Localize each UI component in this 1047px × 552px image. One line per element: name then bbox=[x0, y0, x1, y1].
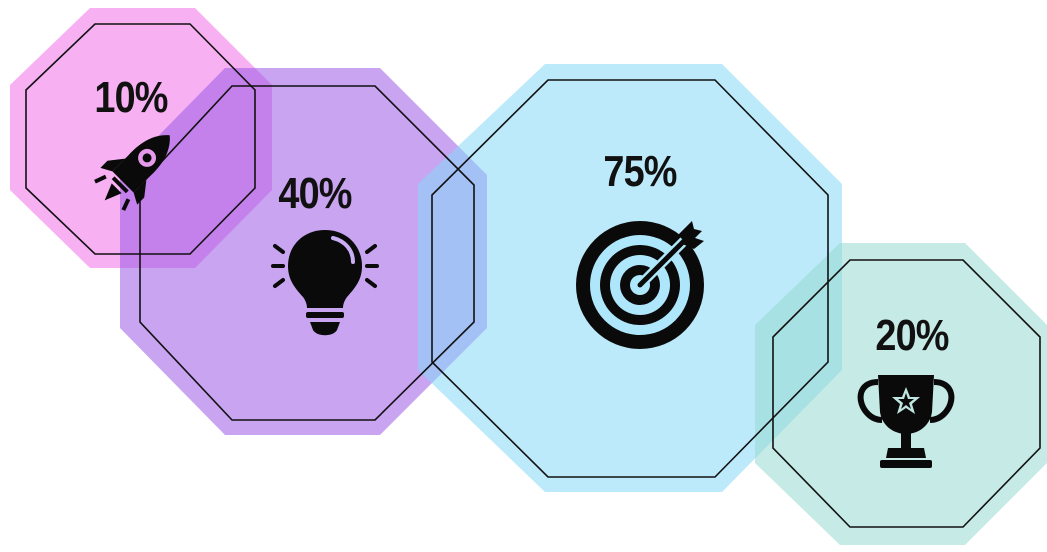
octagon-outline-idea bbox=[139, 85, 475, 421]
octagon-outline-trophy bbox=[772, 259, 1041, 528]
percent-label-idea: 40% bbox=[278, 169, 352, 218]
lightbulb-icon bbox=[271, 230, 379, 336]
octagon-outline-rocket bbox=[25, 23, 256, 255]
octagon-outline-target bbox=[431, 79, 829, 478]
trophy-icon bbox=[857, 375, 955, 468]
rocket-icon bbox=[94, 135, 170, 211]
percent-label-rocket: 10% bbox=[94, 73, 168, 122]
target-icon bbox=[576, 221, 704, 349]
percent-label-target: 75% bbox=[603, 147, 677, 196]
percent-label-trophy: 20% bbox=[875, 311, 949, 360]
